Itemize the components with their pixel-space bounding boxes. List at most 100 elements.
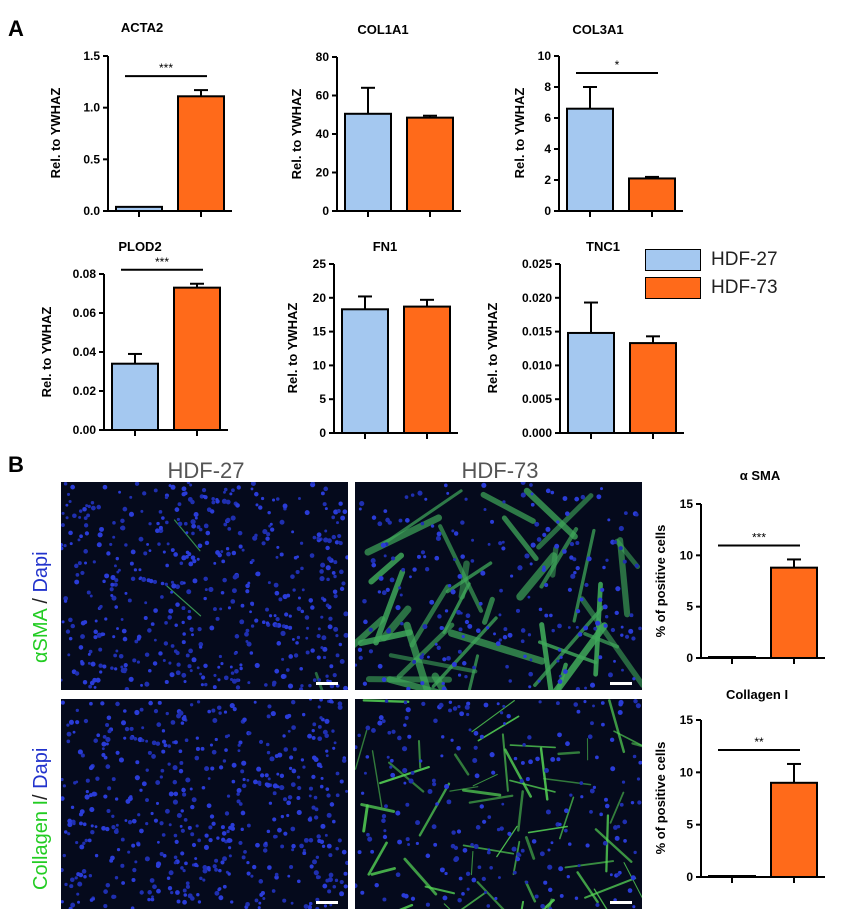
row-label-separator-2: /: [30, 788, 52, 800]
bar-hdf-73: [406, 116, 454, 212]
micrograph-hdf73-asma: [355, 482, 642, 690]
y-tick-label: 10: [313, 358, 327, 372]
bar-hdf-27: [708, 875, 756, 878]
scale-bar: [610, 682, 632, 685]
significance-stars: ***: [159, 61, 173, 75]
chart-title: FN1: [373, 239, 398, 254]
row-label-separator-1: /: [30, 592, 52, 610]
row-label-asma: αSMA: [30, 609, 52, 663]
micrograph-hdf73-collagen: [355, 699, 642, 909]
bar-hdf-27: [341, 308, 389, 434]
bar-hdf-27: [566, 107, 614, 212]
y-tick-label: 5: [686, 818, 693, 832]
significance-stars: **: [754, 735, 764, 749]
y-axis-label: Rel. to YWHAZ: [512, 88, 527, 179]
scale-bar: [316, 682, 338, 685]
row-label-collagen: Collagen I: [30, 799, 52, 890]
y-axis-label: Rel. to YWHAZ: [39, 307, 54, 398]
y-tick-label: 0: [322, 204, 329, 218]
legend-swatch-hdf27: [645, 249, 701, 271]
bar-chart-7: 0 5 10 15 Collagen I % of positive cells **: [653, 687, 825, 884]
legend-swatch-hdf73: [645, 277, 701, 299]
y-tick-label: 5: [686, 600, 693, 614]
y-tick-label: 0.015: [522, 325, 552, 339]
y-tick-label: 20: [313, 291, 327, 305]
column-label-hdf27: HDF-27: [167, 458, 245, 483]
bar-hdf-27: [567, 331, 615, 434]
y-tick-label: 40: [316, 127, 330, 141]
bar-hdf-73: [628, 177, 676, 212]
y-tick-label: 5: [319, 392, 326, 406]
row-label-dapi-2: Dapi: [30, 747, 52, 789]
y-tick-label: 8: [544, 80, 551, 94]
y-tick-label: 10: [680, 765, 694, 779]
bar-hdf-27: [344, 112, 392, 212]
chart-title: COL1A1: [357, 22, 408, 37]
bar-hdf-73: [629, 342, 677, 435]
significance-stars: *: [615, 58, 620, 72]
y-tick-label: 10: [680, 548, 694, 562]
bar-chart-1: 0 20 40 60 80 COL1A1 Rel. to YWHAZ: [289, 22, 461, 218]
y-axis-label: Rel. to YWHAZ: [289, 89, 304, 180]
bar-chart-3: 0.00 0.02 0.04 0.06 0.08 PLOD2 Rel. to YWHAZ **…: [39, 239, 228, 437]
y-tick-label: 0: [544, 204, 551, 218]
y-tick-label: 0.06: [73, 306, 97, 320]
y-tick-label: 0.04: [73, 345, 97, 359]
y-tick-label: 0.020: [522, 291, 552, 305]
scale-bar: [316, 901, 338, 904]
panel-letter-b: B: [8, 452, 24, 477]
micrograph-hdf27-asma: [61, 482, 348, 690]
legend-label-hdf27: HDF-27: [711, 249, 778, 270]
significance-stars: ***: [155, 255, 169, 269]
y-axis-label: Rel. to YWHAZ: [48, 88, 63, 179]
y-tick-label: 0: [319, 426, 326, 440]
y-axis-label: % of positive cells: [653, 525, 668, 638]
scale-bar: [610, 901, 632, 904]
significance-stars: ***: [752, 530, 766, 544]
y-tick-label: 0.0: [83, 204, 100, 218]
bar-hdf-27: [111, 362, 159, 432]
y-axis-label: Rel. to YWHAZ: [485, 303, 500, 394]
y-tick-label: 10: [538, 49, 552, 63]
legend-item-hdf73: HDF-73: [645, 274, 778, 302]
y-tick-label: 0.010: [522, 358, 552, 372]
column-label-hdf73: HDF-73: [461, 458, 539, 483]
bar-hdf-27: [115, 205, 163, 213]
chart-title: COL3A1: [572, 22, 623, 37]
chart-title: PLOD2: [118, 239, 161, 254]
bar-hdf-73: [177, 95, 225, 212]
y-tick-label: 15: [680, 713, 694, 727]
y-tick-label: 60: [316, 89, 330, 103]
row-label-asma-dapi: αSMA / Dapi: [30, 551, 53, 663]
y-tick-label: 25: [313, 257, 327, 271]
legend-item-hdf27: HDF-27: [645, 246, 778, 274]
bar-chart-0: 0.0 0.5 1.0 1.5 ACTA2 Rel. to YWHAZ ***: [48, 20, 232, 218]
micrograph-hdf27-collagen: [61, 699, 348, 909]
y-tick-label: 15: [313, 325, 327, 339]
y-tick-label: 0.000: [522, 426, 552, 440]
row-label-collagen-dapi: Collagen I/ Dapi: [30, 748, 53, 890]
bar-hdf-73: [770, 566, 818, 659]
y-tick-label: 15: [680, 497, 694, 511]
row-label-dapi-1: Dapi: [30, 551, 52, 593]
bar-chart-2: 0 2 4 6 8 10 COL3A1 Rel. to YWHAZ *: [512, 22, 683, 218]
bar-hdf-73: [173, 286, 221, 431]
y-tick-label: 0.08: [73, 267, 97, 281]
y-tick-label: 0.00: [73, 423, 97, 437]
y-tick-label: 80: [316, 50, 330, 64]
bar-hdf-27: [708, 656, 756, 659]
y-tick-label: 0.005: [522, 392, 552, 406]
y-tick-label: 6: [544, 111, 551, 125]
y-tick-label: 0: [686, 651, 693, 665]
y-axis-label: % of positive cells: [653, 742, 668, 855]
bar-chart-6: 0 5 10 15 α SMA % of positive cells ***: [653, 468, 825, 665]
panel-letter-a: A: [8, 16, 24, 41]
y-axis-label: Rel. to YWHAZ: [285, 303, 300, 394]
chart-title: ACTA2: [121, 20, 163, 35]
bar-hdf-73: [403, 305, 451, 435]
y-tick-label: 20: [316, 166, 330, 180]
y-tick-label: 1.0: [83, 101, 100, 115]
bar-hdf-73: [770, 781, 818, 878]
